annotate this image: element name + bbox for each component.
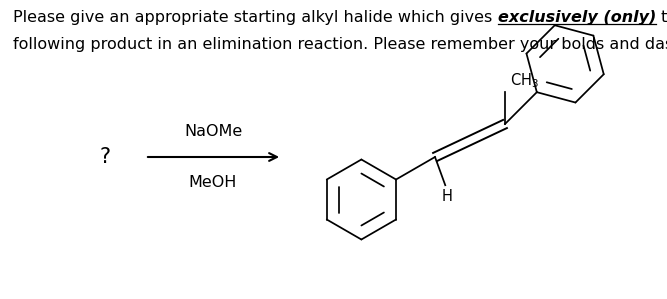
Text: Please give an appropriate starting alkyl halide which gives: Please give an appropriate starting alky… <box>13 10 498 25</box>
Text: NaOMe: NaOMe <box>184 124 242 139</box>
Text: exclusively (only): exclusively (only) <box>498 10 656 25</box>
Text: H: H <box>442 189 453 204</box>
Text: the: the <box>656 10 667 25</box>
Text: ?: ? <box>99 147 111 167</box>
Text: CH$_3$: CH$_3$ <box>510 71 539 90</box>
Text: MeOH: MeOH <box>189 175 237 190</box>
Text: following product in an elimination reaction. Please remember your bolds and das: following product in an elimination reac… <box>13 37 667 52</box>
